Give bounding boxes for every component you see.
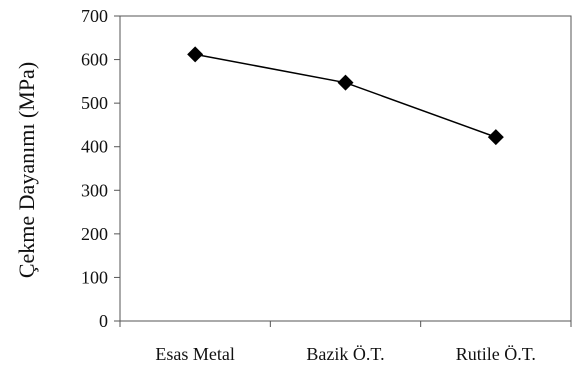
y-tick-label: 600 — [81, 50, 108, 70]
x-tick-label: Esas Metal — [155, 344, 234, 364]
data-point-marker — [187, 46, 204, 63]
plot-area — [119, 15, 572, 322]
series-layer — [187, 46, 504, 146]
y-tick-label: 200 — [81, 224, 108, 244]
y-tick-label: 400 — [81, 137, 108, 157]
y-tick-label: 300 — [81, 180, 108, 200]
y-axis: 0 100 200 300 400 500 600 700 — [81, 6, 120, 331]
data-point-marker — [337, 74, 354, 91]
y-tick-label: 700 — [81, 6, 108, 26]
y-tick-label: 100 — [81, 267, 108, 287]
x-tick-label: Bazik Ö.T. — [306, 344, 384, 364]
data-point-marker — [487, 129, 504, 146]
x-tick-label: Rutile Ö.T. — [456, 344, 536, 364]
x-axis: Esas Metal Bazik Ö.T. Rutile Ö.T. — [119, 321, 572, 364]
y-tick-label: 500 — [81, 93, 108, 113]
y-tick-label: 0 — [99, 311, 108, 331]
y-axis-title: Çekme Dayanımı (MPa) — [14, 62, 39, 278]
